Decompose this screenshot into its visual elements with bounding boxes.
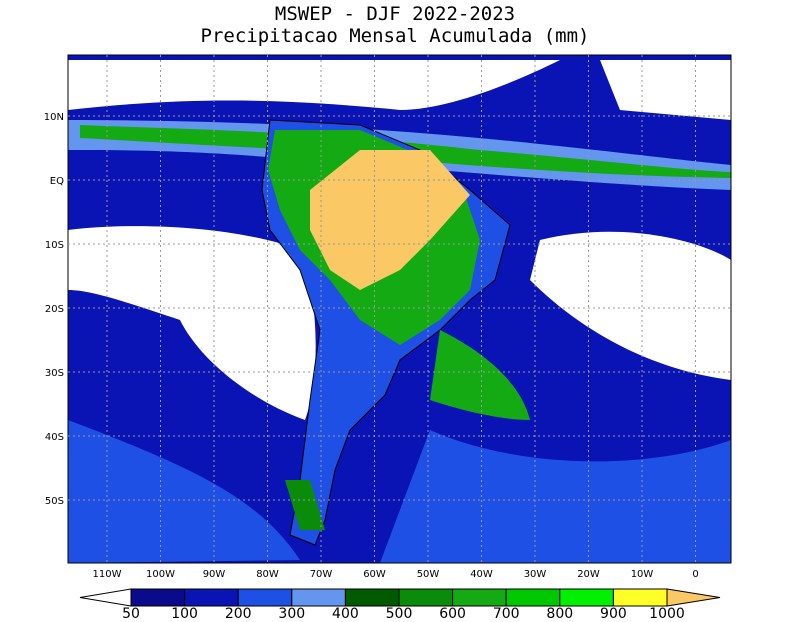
lat-label: EQ	[50, 176, 64, 187]
colorbar-arrow	[666, 588, 721, 607]
lon-label: 100W	[146, 569, 175, 580]
colorbar-box	[505, 588, 561, 607]
lon-label: 30W	[524, 569, 547, 580]
patagonia-wet	[285, 480, 325, 530]
colorbar: 50 100 200 300 400 500 600 700 800 900 1000	[79, 588, 721, 622]
colorbar-box	[130, 588, 186, 607]
lon-label: 50W	[417, 569, 440, 580]
lon-label: 40W	[470, 569, 493, 580]
lat-label: 40S	[45, 432, 64, 443]
sacz	[430, 330, 530, 420]
colorbar-label: 300	[278, 606, 305, 618]
colorbar-label: 600	[439, 606, 466, 618]
subtitle: Precipitacao Mensal Acumulada (mm)	[201, 25, 590, 47]
lon-label: 90W	[203, 569, 226, 580]
colorbar-label: 900	[600, 606, 627, 618]
colorbar-label: 1000	[649, 606, 685, 618]
graticule: 10N EQ 10S 20S 30S 40S 50S 110W 100W 90W 80W 70W 60W…	[44, 55, 731, 580]
lon-label: 110W	[93, 569, 122, 580]
colorbar-box	[291, 588, 346, 607]
colorbar-box	[559, 588, 614, 607]
lat-label: 20S	[45, 304, 64, 315]
amazon-max	[310, 150, 470, 290]
map-frame	[67, 54, 732, 564]
colorbar-box	[344, 588, 400, 607]
colorbar-box	[452, 588, 507, 607]
colorbar-label: 500	[386, 606, 413, 618]
colorbar-label: 800	[546, 606, 573, 618]
colorbar-box	[398, 588, 454, 607]
lon-label: 10W	[631, 569, 654, 580]
south-band	[68, 420, 731, 563]
colorbar-label: 50	[122, 606, 140, 618]
colorbar-label: 700	[493, 606, 520, 618]
lat-label: 30S	[45, 368, 64, 379]
atlantic-dry	[530, 231, 731, 380]
lat-label: 10S	[45, 240, 64, 251]
lon-label: 80W	[256, 569, 279, 580]
map: 10N EQ 10S 20S 30S 40S 50S 110W 100W 90W 80W 70W 60W…	[44, 54, 732, 580]
lon-label: 70W	[310, 569, 333, 580]
title: MSWEP - DJF 2022-2023	[275, 3, 515, 25]
lon-label: 0	[692, 569, 698, 580]
lat-label: 50S	[45, 496, 64, 507]
lon-label: 20W	[577, 569, 600, 580]
colorbar-box	[184, 588, 239, 607]
colorbar-label: 400	[332, 606, 359, 618]
colorbar-box	[237, 588, 293, 607]
lat-label: 10N	[44, 112, 64, 123]
colorbar-arrow	[79, 588, 132, 607]
colorbar-label: 100	[171, 606, 198, 618]
colorbar-box	[612, 588, 668, 607]
colorbar-label: 200	[225, 606, 252, 618]
north-dry	[68, 60, 560, 110]
africa-dry	[600, 60, 731, 120]
lon-label: 60W	[363, 569, 386, 580]
